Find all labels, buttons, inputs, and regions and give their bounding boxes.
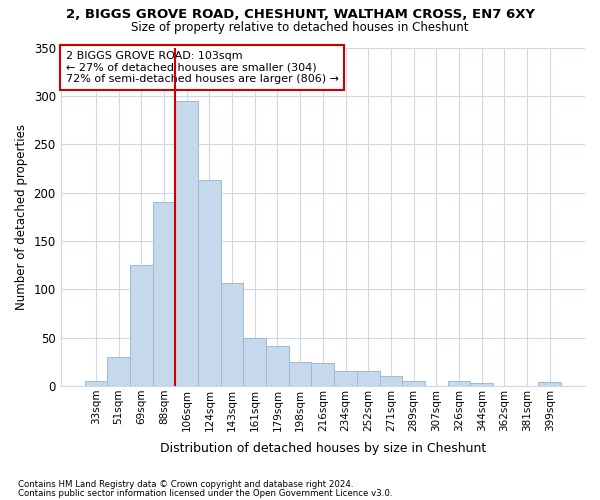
X-axis label: Distribution of detached houses by size in Cheshunt: Distribution of detached houses by size … (160, 442, 486, 455)
Bar (402, 381, 425, 386)
Bar (152, 202, 175, 386)
Bar (470, 383, 493, 386)
Bar (380, 376, 402, 386)
Text: Size of property relative to detached houses in Cheshunt: Size of property relative to detached ho… (131, 21, 469, 34)
Bar (289, 362, 311, 386)
Bar (311, 363, 334, 386)
Bar (85, 381, 107, 386)
Bar (130, 265, 152, 386)
Bar (334, 370, 357, 386)
Y-axis label: Number of detached properties: Number of detached properties (15, 124, 28, 310)
Text: 2, BIGGS GROVE ROAD, CHESHUNT, WALTHAM CROSS, EN7 6XY: 2, BIGGS GROVE ROAD, CHESHUNT, WALTHAM C… (65, 8, 535, 20)
Bar (448, 381, 470, 386)
Text: 2 BIGGS GROVE ROAD: 103sqm
← 27% of detached houses are smaller (304)
72% of sem: 2 BIGGS GROVE ROAD: 103sqm ← 27% of deta… (66, 51, 339, 84)
Bar (266, 346, 289, 386)
Text: Contains HM Land Registry data © Crown copyright and database right 2024.: Contains HM Land Registry data © Crown c… (18, 480, 353, 489)
Bar (221, 282, 244, 386)
Bar (538, 382, 561, 386)
Text: Contains public sector information licensed under the Open Government Licence v3: Contains public sector information licen… (18, 488, 392, 498)
Bar (175, 100, 198, 386)
Bar (244, 338, 266, 386)
Bar (357, 372, 380, 386)
Bar (198, 180, 221, 386)
Bar (107, 357, 130, 386)
